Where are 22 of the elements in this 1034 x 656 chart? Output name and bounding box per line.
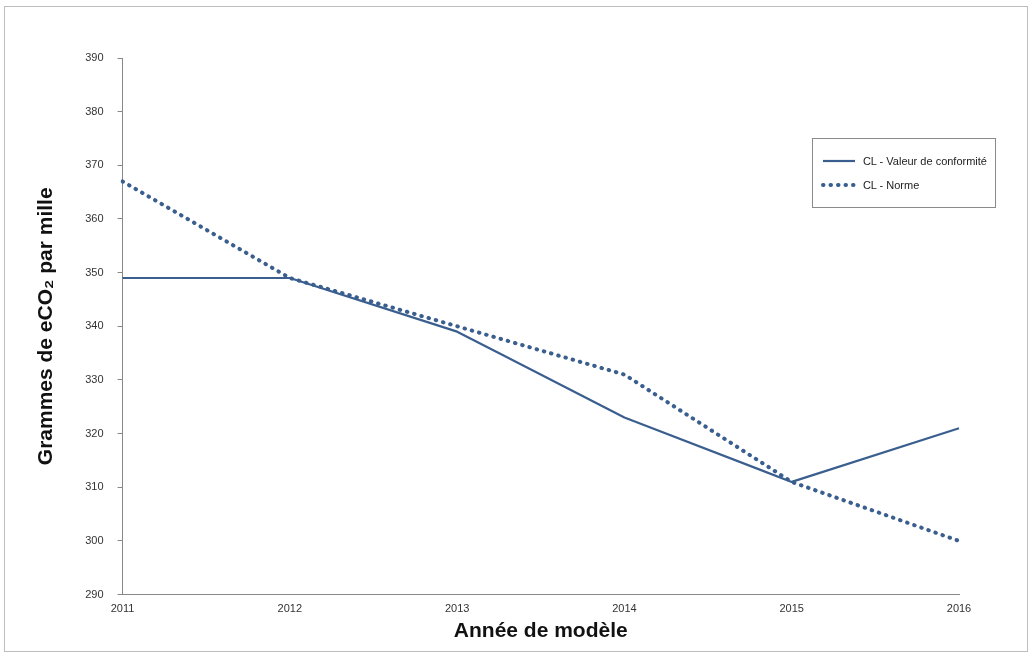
x-tick-label: 2011: [110, 602, 135, 615]
y-tick-label: 360: [85, 212, 104, 225]
y-tick-label: 390: [85, 51, 104, 64]
x-tick-label: 2014: [612, 602, 637, 615]
legend-label: CL - Norme: [862, 179, 920, 191]
y-tick-label: 380: [85, 104, 104, 117]
y-tick-label: 300: [85, 533, 104, 546]
y-tick-label: 350: [85, 265, 104, 278]
x-axis-title: Année de modèle: [453, 618, 628, 642]
line-series: [120, 179, 961, 543]
legend-label: CL - Valeur de conformité: [862, 155, 987, 167]
x-tick-label: 2015: [779, 602, 804, 615]
y-tick-label: 330: [85, 372, 104, 385]
y-tick-label: 290: [85, 587, 104, 600]
y-tick-label: 310: [85, 480, 104, 493]
x-tick-label: 2013: [444, 602, 470, 615]
y-axis-title: Grammes de eCO₂ par mille: [33, 187, 57, 466]
x-tick-label: 2012: [277, 602, 303, 615]
y-tick-label: 340: [85, 319, 104, 332]
y-tick-label: 370: [85, 158, 104, 171]
y-tick-label: 320: [85, 426, 104, 439]
x-tick-label: 2016: [946, 602, 972, 615]
